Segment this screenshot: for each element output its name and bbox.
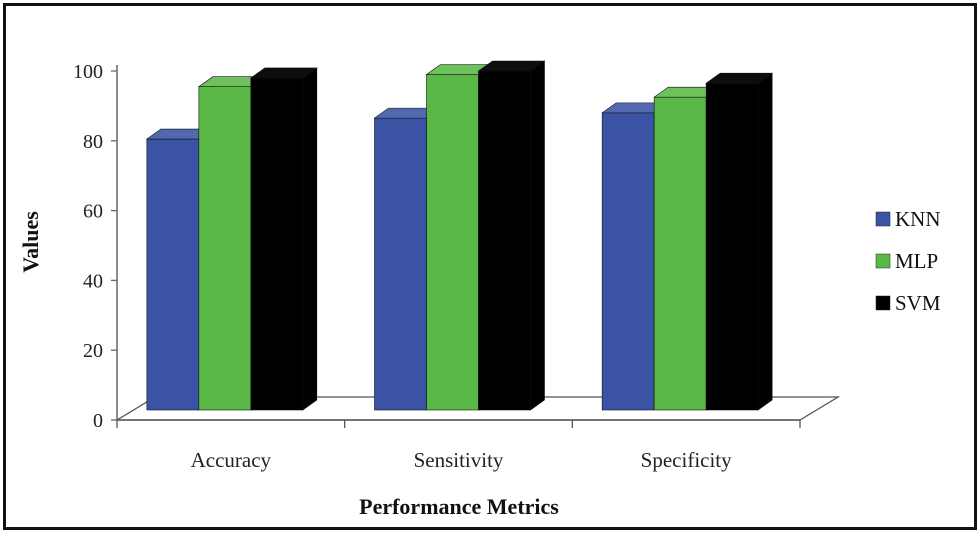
x-category-label: Specificity <box>641 448 732 472</box>
bar-svm-sensitivity <box>477 60 546 411</box>
y-axis-title: Values <box>18 211 43 273</box>
legend-label-knn: KNN <box>895 207 941 231</box>
x-axis-title: Performance Metrics <box>359 494 559 519</box>
legend-label-svm: SVM <box>895 291 941 315</box>
x-category-label: Accuracy <box>191 448 272 472</box>
chart-bars <box>145 60 774 411</box>
x-category-label: Sensitivity <box>414 448 504 472</box>
legend-swatch-svm <box>875 295 891 311</box>
y-tick-label: 100 <box>73 61 103 83</box>
bar-svm-accuracy <box>249 67 318 411</box>
chart-legend: KNN MLP SVM <box>875 207 941 315</box>
bar-svm-specificity <box>705 72 774 411</box>
y-tick-label: 40 <box>83 270 103 292</box>
y-tick-label: 20 <box>83 340 103 362</box>
legend-label-mlp: MLP <box>895 249 938 273</box>
y-tick-labels: 0 20 40 60 80 100 <box>73 61 117 432</box>
y-tick-label: 60 <box>83 201 103 223</box>
legend-swatch-mlp <box>875 253 891 269</box>
y-tick-label: 0 <box>93 410 103 432</box>
x-category-labels: Accuracy Sensitivity Specificity <box>191 448 733 472</box>
legend-swatch-knn <box>875 211 891 227</box>
y-tick-label: 80 <box>83 131 103 153</box>
